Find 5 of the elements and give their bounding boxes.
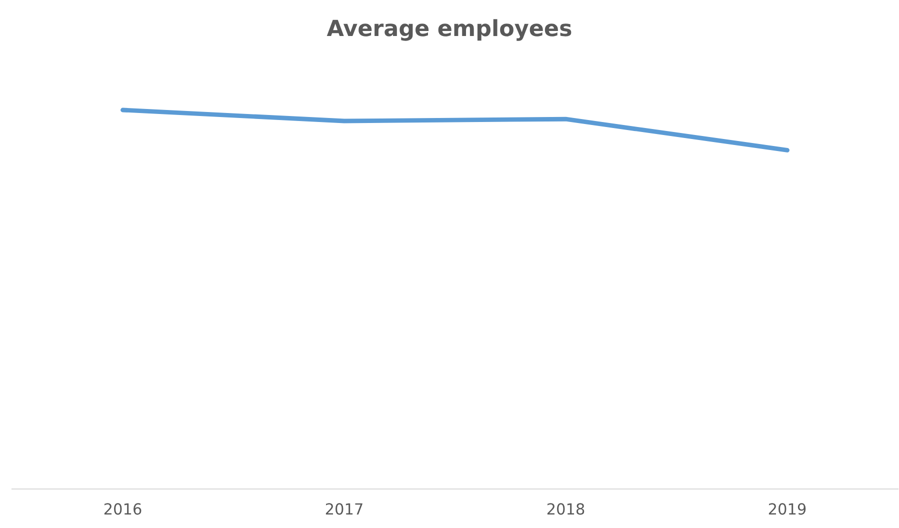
x-tick-label: 2016 bbox=[104, 503, 142, 515]
x-tick-label: 2019 bbox=[768, 503, 806, 515]
x-tick-label: 2017 bbox=[326, 503, 362, 515]
x-tick-label: 2018 bbox=[547, 503, 584, 515]
chart-title: Average employees bbox=[326, 19, 572, 41]
